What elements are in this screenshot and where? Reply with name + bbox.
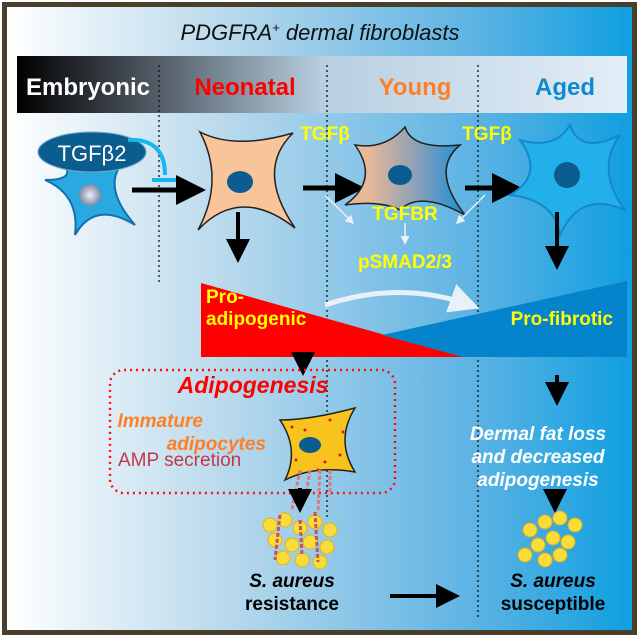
shift-arrow — [324, 284, 480, 313]
aged-fibroblast-icon — [506, 122, 629, 239]
tgfbr-label: TGFBR — [372, 204, 438, 225]
resistance-label-2: resistance — [245, 594, 339, 615]
aged-outcome-line-2: and decreased — [471, 447, 604, 468]
psmad-label: pSMAD2/3 — [358, 252, 452, 273]
stage-aged: Aged — [535, 74, 595, 101]
pro-adipogenic-label-1: Pro- — [206, 287, 244, 308]
amp-secretion-label: AMP secretion — [118, 450, 241, 471]
immature-adipocyte-icon — [278, 406, 357, 513]
stage-young: Young — [379, 74, 452, 101]
immature-label-1: Immature — [117, 411, 203, 432]
immature-label-2: adipocytes — [167, 434, 266, 455]
embryonic-fibroblast-icon: TGFβ2 — [37, 131, 180, 236]
pro-fibrotic-wedge — [382, 281, 627, 357]
stage-dividers — [158, 65, 479, 620]
pro-adipogenic-label-2: adipogenic — [206, 309, 307, 330]
stage-header-bar — [17, 56, 627, 113]
neonatal-fibroblast-icon — [197, 130, 296, 231]
stage-neonatal: Neonatal — [194, 74, 295, 101]
tgfb-label-1: TGFβ — [300, 124, 350, 145]
aged-outcome-line-3: adipogenesis — [477, 470, 598, 491]
resistance-label-1: S. aureus — [249, 571, 335, 592]
fat-cluster-resistant-icon — [262, 511, 338, 570]
fat-cluster-susceptible-icon — [517, 510, 583, 568]
adipogenesis-label: Adipogenesis — [177, 372, 329, 398]
tgfb-label-2: TGFβ — [462, 124, 512, 145]
diagram-title: PDGFRA+ dermal fibroblasts — [180, 20, 459, 45]
signal-arrows — [324, 194, 486, 245]
tgfb2-label: TGFβ2 — [58, 141, 127, 166]
pro-fibrotic-label: Pro-fibrotic — [511, 309, 614, 330]
susceptible-label-1: S. aureus — [510, 571, 596, 592]
susceptible-label-2: susceptible — [501, 594, 606, 615]
stage-embryonic: Embryonic — [26, 74, 150, 101]
aged-outcome-line-1: Dermal fat loss — [470, 424, 606, 445]
